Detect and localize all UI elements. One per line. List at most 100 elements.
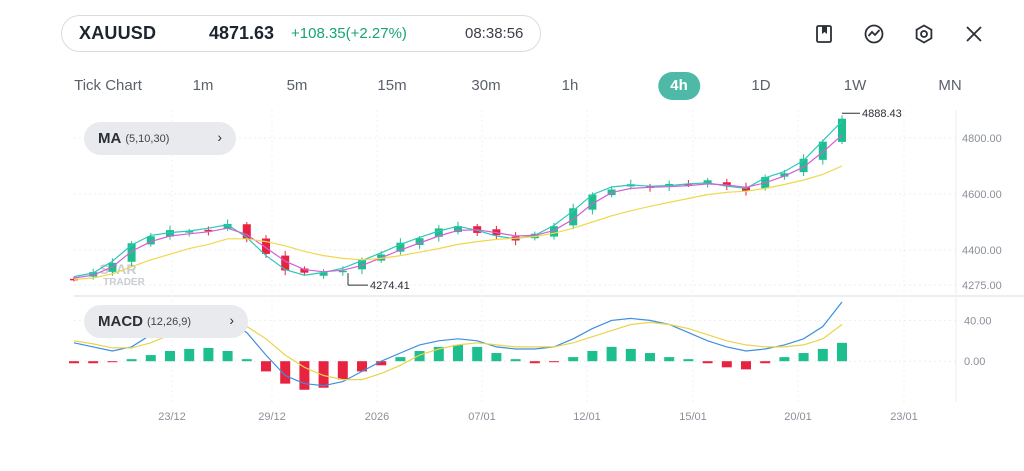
macd-histogram-bar: [145, 355, 156, 362]
macd-histogram-bar: [568, 357, 579, 362]
symbol-label[interactable]: XAUUSD: [79, 23, 157, 43]
date-axis-label: 15/01: [679, 411, 707, 423]
date-axis-label: 29/12: [258, 411, 286, 423]
macd-histogram-bar: [472, 346, 483, 362]
macd-histogram-bar: [88, 361, 99, 364]
candle-body: [780, 173, 789, 177]
ma10-line: [73, 134, 843, 279]
candle-body: [358, 259, 366, 270]
macd-histogram-bar: [280, 361, 291, 384]
watermark-text: TRADER: [103, 277, 145, 288]
macd-histogram-bar: [107, 361, 118, 363]
candle-body: [415, 238, 424, 245]
settings-icon[interactable]: [912, 22, 936, 46]
close-icon[interactable]: [962, 22, 986, 46]
candle-body: [569, 208, 578, 226]
macd-histogram-bar: [587, 351, 598, 362]
tab-1w[interactable]: 1W: [843, 77, 867, 94]
macd-histogram-bar: [414, 351, 425, 362]
macd-histogram-bar: [702, 361, 713, 364]
macd-histogram-bar: [606, 346, 617, 362]
macd-histogram-bar: [241, 359, 252, 362]
candle-body: [146, 236, 155, 245]
tab-15m[interactable]: 15m: [377, 77, 407, 94]
tab-5m[interactable]: 5m: [286, 77, 308, 94]
candle-body: [550, 226, 558, 237]
ma-params: (5,10,30): [125, 132, 170, 145]
macd-histogram-bar: [318, 361, 329, 388]
timeframe-bar: Tick Chart 1m 5m 15m 30m 1h 4h 1D 1W MN: [0, 72, 1024, 100]
candle-body: [89, 272, 98, 277]
tab-tick-chart[interactable]: Tick Chart: [74, 77, 142, 94]
date-axis-label: 20/01: [784, 411, 812, 423]
price-axis-label: 4400.00: [962, 245, 1002, 257]
macd-histogram-bar: [337, 361, 348, 380]
macd-histogram-bar: [510, 359, 521, 362]
candle-body: [166, 230, 174, 237]
macd-histogram-bar: [357, 361, 367, 372]
candle-body: [818, 141, 827, 160]
candle-body: [242, 224, 251, 240]
tab-30m[interactable]: 30m: [471, 77, 501, 94]
macd-histogram-bar: [453, 344, 463, 362]
chevron-right-icon: ›: [229, 312, 234, 328]
chevron-right-icon: ›: [217, 129, 222, 145]
candle-body: [281, 255, 290, 271]
price-axis-label: 4800.00: [962, 133, 1002, 145]
macd-histogram-bar: [549, 361, 559, 363]
candle-body: [70, 278, 78, 281]
macd-name: MACD: [98, 313, 143, 330]
candle-body: [127, 243, 136, 262]
server-time: 08:38:56: [465, 25, 524, 42]
ma-name: MA: [98, 130, 122, 147]
macd-histogram-bar: [721, 361, 732, 368]
candle-body: [742, 187, 750, 191]
macd-histogram-bar: [625, 348, 636, 362]
tab-mn[interactable]: MN: [938, 77, 962, 94]
date-axis-label: 23/01: [890, 411, 918, 423]
ma-indicator-button[interactable]: MA (5,10,30) ›: [84, 122, 236, 155]
price-axis-label: 4275.00: [962, 280, 1002, 292]
macd-histogram-bar: [645, 353, 655, 362]
bookmark-icon[interactable]: [812, 22, 836, 46]
macd-histogram-bar: [529, 361, 540, 364]
tab-1m[interactable]: 1m: [192, 77, 214, 94]
candle-body: [454, 226, 462, 233]
candle-body: [396, 242, 405, 252]
macd-histogram-bar: [779, 357, 790, 362]
macd-axis-label: 40.00: [964, 315, 992, 327]
last-price: 4871.63: [209, 23, 275, 43]
macd-histogram-bar: [69, 361, 79, 364]
ma30-line: [73, 165, 843, 280]
macd-histogram-bar: [760, 361, 771, 364]
candle-body: [319, 272, 328, 276]
tab-1d[interactable]: 1D: [751, 77, 771, 94]
macd-histogram-bar: [165, 351, 175, 362]
tab-4h[interactable]: 4h: [658, 72, 700, 100]
macd-histogram-bar: [683, 359, 694, 362]
macd-histogram-bar: [261, 361, 271, 372]
candle-body: [204, 229, 213, 232]
macd-histogram-bar: [222, 351, 233, 362]
candle-body: [434, 228, 443, 237]
macd-histogram-bar: [376, 361, 387, 366]
candle-body: [588, 194, 597, 210]
date-axis-label: 07/01: [468, 411, 496, 423]
low-price-label: 4274.41: [370, 280, 410, 292]
date-axis-label: 23/12: [158, 411, 186, 423]
macd-axis-label: 0.00: [964, 356, 985, 368]
macd-indicator-button[interactable]: MACD (12,26,9) ›: [84, 305, 248, 338]
candle-body: [799, 158, 808, 173]
watermark-text: STAR: [99, 261, 136, 277]
indicator-icon[interactable]: [862, 22, 886, 46]
macd-histogram-bar: [126, 359, 137, 362]
candle-body: [722, 182, 731, 187]
macd-histogram-bar: [817, 348, 828, 362]
tab-1h[interactable]: 1h: [561, 77, 579, 94]
macd-histogram-bar: [741, 361, 751, 370]
macd-histogram-bar: [203, 347, 214, 362]
quote-bar: XAUUSD 4871.63 +108.35(+2.27%) 08:38:56: [61, 15, 541, 52]
macd-histogram-bar: [299, 361, 310, 390]
candle-body: [838, 118, 846, 142]
